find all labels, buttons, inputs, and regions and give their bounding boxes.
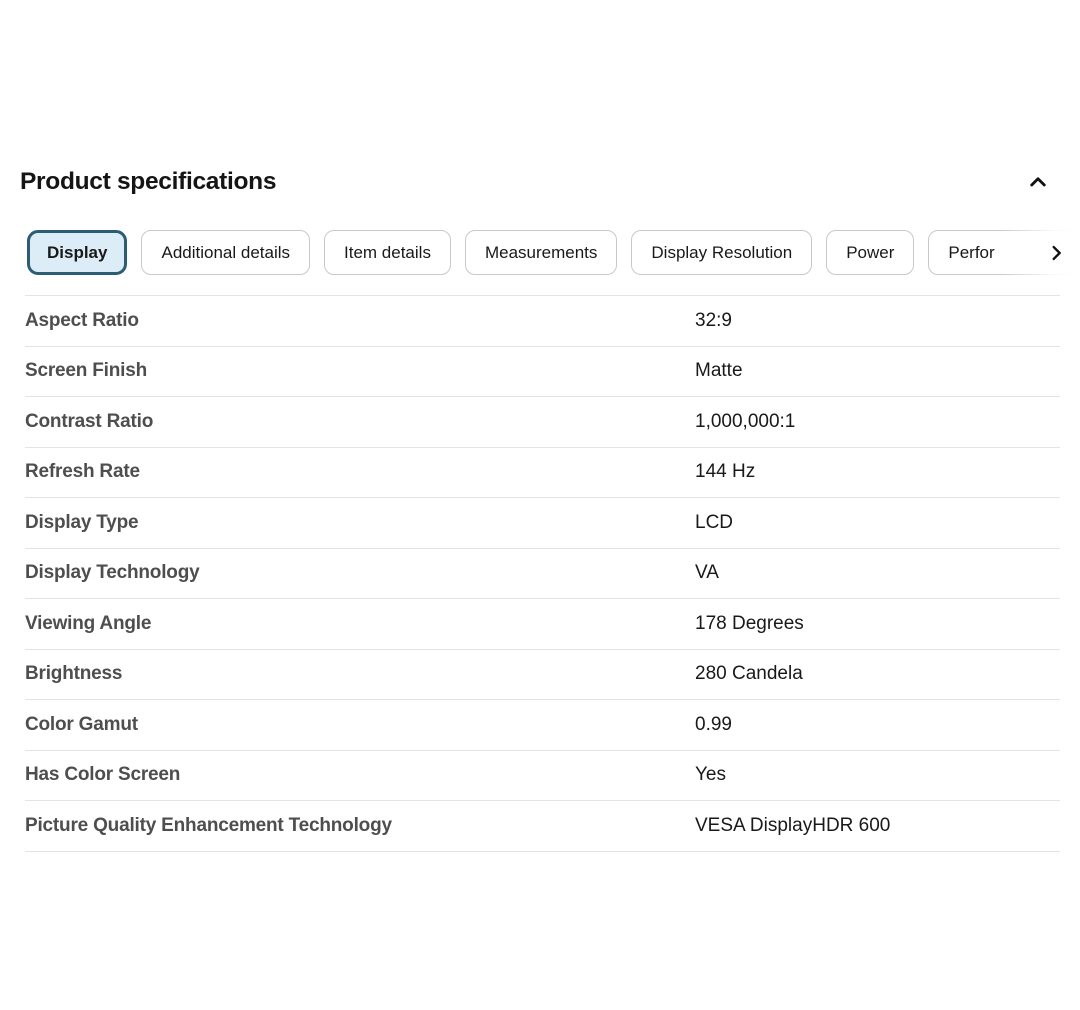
spec-value: Yes: [695, 764, 726, 786]
spec-label: Brightness: [25, 663, 123, 685]
spec-label: Picture Quality Enhancement Technology: [25, 814, 392, 836]
tab-chip-label: Item details: [344, 242, 431, 262]
spec-label: Color Gamut: [25, 713, 138, 735]
spec-header: Product specifications: [20, 160, 1060, 204]
spec-row: Aspect Ratio 32:9: [25, 296, 1060, 347]
tab-chip-label: Measurements: [484, 242, 598, 262]
spec-row: Color Gamut 0.99: [25, 700, 1060, 751]
collapse-section-button[interactable]: [1025, 169, 1051, 195]
spec-row: Display Type LCD: [25, 498, 1060, 549]
spec-value: 280 Candela: [695, 663, 803, 685]
tab-display[interactable]: Display: [27, 230, 128, 275]
spec-value: VESA DisplayHDR 600: [695, 814, 891, 836]
tab-chip-label: Display: [47, 242, 108, 262]
spec-row: Viewing Angle 178 Degrees: [25, 599, 1060, 650]
tabs-strip: Display Additional details Item details …: [27, 229, 1080, 276]
tab-item-details[interactable]: Item details: [324, 230, 451, 275]
spec-tabs: Display Additional details Item details …: [0, 229, 1080, 276]
spec-row: Has Color Screen Yes: [25, 751, 1060, 801]
spec-label: Viewing Angle: [25, 612, 152, 634]
spec-label: Screen Finish: [25, 360, 147, 382]
spec-label: Has Color Screen: [25, 764, 181, 786]
tab-measurements[interactable]: Measurements: [464, 230, 618, 275]
spec-row: Brightness 280 Candela: [25, 650, 1060, 700]
spec-row: Refresh Rate 144 Hz: [25, 448, 1060, 498]
spec-value: 178 Degrees: [695, 612, 804, 634]
chevron-right-icon: [1045, 242, 1067, 264]
chevron-up-icon: [1025, 169, 1051, 195]
spec-row: Screen Finish Matte: [25, 347, 1060, 397]
tab-chip-label: Display Resolution: [651, 242, 793, 262]
spec-label: Display Technology: [25, 562, 200, 584]
tabs-scroll-right-button[interactable]: [1045, 242, 1067, 264]
spec-label: Contrast Ratio: [25, 410, 154, 432]
spec-row: Contrast Ratio 1,000,000:1: [25, 397, 1060, 448]
spec-value: 144 Hz: [695, 461, 756, 483]
spec-value: LCD: [695, 511, 734, 533]
spec-row: Picture Quality Enhancement Technology V…: [25, 801, 1060, 852]
spec-row: Display Technology VA: [25, 549, 1060, 599]
spec-value: 0.99: [695, 713, 732, 735]
spec-value: VA: [695, 562, 719, 584]
tab-chip-label: Power: [846, 242, 895, 262]
page-title: Product specifications: [20, 168, 277, 195]
spec-label: Refresh Rate: [25, 461, 140, 483]
spec-label: Aspect Ratio: [25, 309, 139, 331]
spec-value: 1,000,000:1: [695, 410, 796, 432]
tab-power[interactable]: Power: [826, 230, 915, 275]
tab-chip-label: Perfor: [948, 242, 995, 262]
spec-label: Display Type: [25, 511, 139, 533]
tab-chip-label: Additional details: [161, 242, 291, 262]
spec-table: Aspect Ratio 32:9 Screen Finish Matte Co…: [25, 295, 1060, 852]
spec-value: Matte: [695, 360, 743, 382]
spec-value: 32:9: [695, 309, 732, 331]
tab-additional-details[interactable]: Additional details: [141, 230, 311, 275]
tab-display-resolution[interactable]: Display Resolution: [631, 230, 813, 275]
